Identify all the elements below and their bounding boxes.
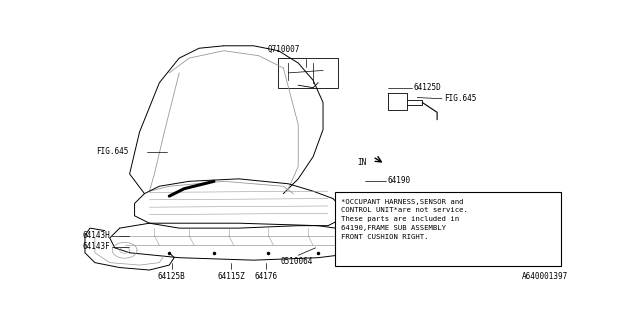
Text: 64176: 64176 bbox=[255, 272, 278, 281]
Text: A640001397: A640001397 bbox=[522, 272, 568, 281]
Text: 64190: 64190 bbox=[388, 176, 411, 185]
Text: 64143H: 64143H bbox=[82, 231, 110, 240]
Text: 0510064: 0510064 bbox=[280, 257, 313, 266]
Text: FIG.645: FIG.645 bbox=[96, 147, 129, 156]
Bar bbox=[335, 192, 561, 266]
Text: IN: IN bbox=[357, 158, 367, 167]
Text: Q710007: Q710007 bbox=[267, 45, 300, 54]
Text: 64125B: 64125B bbox=[158, 272, 186, 281]
Text: 64115Z: 64115Z bbox=[218, 272, 245, 281]
Text: *OCCUPANT HARNESS,SENSOR and
CONTROL UNIT*are not service.
These parts are inclu: *OCCUPANT HARNESS,SENSOR and CONTROL UNI… bbox=[341, 198, 468, 240]
Text: 64125D: 64125D bbox=[413, 83, 441, 92]
Bar bbox=[278, 58, 338, 88]
Text: 64143F: 64143F bbox=[82, 242, 110, 251]
Text: FIG.645: FIG.645 bbox=[445, 94, 477, 103]
